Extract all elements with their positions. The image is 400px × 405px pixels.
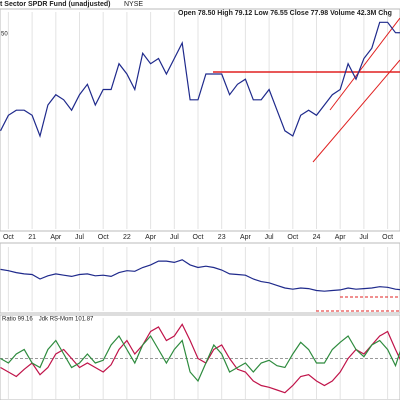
x-tick-label: 21	[28, 234, 36, 241]
x-tick-label: Apr	[240, 234, 252, 241]
x-tick-label: Jul	[359, 234, 368, 241]
x-tick-label: Oct	[98, 234, 109, 241]
x-tick-label: Apr	[145, 234, 157, 241]
legend-entry: Jdk RS-Mom 101.87	[39, 317, 94, 323]
x-tick-label: Oct	[287, 234, 298, 241]
annotation: 50	[1, 32, 8, 38]
x-tick-label: Jul	[170, 234, 179, 241]
x-tick-label: 22	[123, 234, 131, 241]
x-tick-label: Oct	[382, 234, 393, 241]
x-tick-label: Apr	[335, 234, 347, 241]
x-tick-label: 23	[218, 234, 226, 241]
x-tick-label: Oct	[3, 234, 14, 241]
x-tick-label: 24	[313, 234, 321, 241]
legend-entry: Ratio 99.16	[2, 317, 33, 323]
x-tick-label: Apr	[50, 234, 62, 241]
quote-line: Open 78.50 High 79.12 Low 76.55 Close 77…	[178, 10, 392, 17]
chart-title: t Sector SPDR Fund (unadjusted)	[0, 1, 110, 8]
x-tick-label: Oct	[193, 234, 204, 241]
x-tick-label: Jul	[265, 234, 274, 241]
x-tick-label: Jul	[75, 234, 84, 241]
exchange: NYSE	[124, 1, 143, 8]
